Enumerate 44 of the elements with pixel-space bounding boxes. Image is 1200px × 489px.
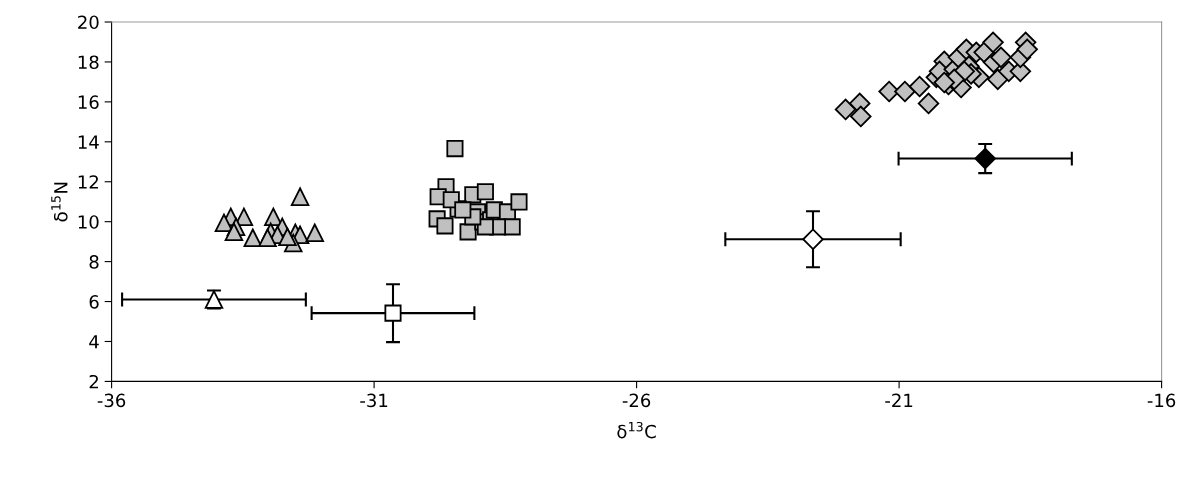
y-tick-label: 4	[89, 335, 99, 349]
x-tick-label: -21	[885, 393, 913, 407]
y-tick-label: 20	[78, 15, 99, 30]
point	[454, 201, 472, 219]
point	[850, 105, 872, 128]
point	[243, 228, 263, 248]
point	[384, 304, 402, 322]
point	[278, 227, 297, 247]
point	[510, 193, 528, 211]
point	[214, 213, 234, 233]
y-tick-label: 10	[78, 215, 99, 229]
point	[894, 80, 916, 103]
y-tick-label: 18	[78, 55, 99, 70]
point	[878, 80, 900, 103]
y-tick-label: 12	[78, 175, 98, 189]
point	[917, 92, 940, 115]
x-tick-label: -31	[360, 393, 388, 408]
y-axis-title: δ$^{15}$N	[51, 182, 68, 222]
point	[290, 187, 310, 206]
point	[933, 71, 955, 94]
y-tick-label: 8	[89, 255, 99, 269]
y-tick-label: 2	[89, 374, 98, 389]
point	[834, 98, 857, 121]
point	[305, 223, 325, 243]
y-tick-label: 16	[78, 95, 99, 109]
point	[1016, 38, 1038, 61]
point	[908, 75, 931, 98]
y-tick-label: 14	[78, 135, 99, 149]
point	[224, 222, 244, 242]
point	[990, 46, 1012, 69]
point	[446, 140, 464, 158]
point	[436, 217, 454, 235]
point	[476, 183, 494, 201]
point	[802, 228, 824, 250]
point	[987, 68, 1009, 91]
point	[982, 31, 1004, 54]
y-tick-label: 6	[89, 295, 99, 309]
point	[258, 228, 277, 248]
x-tick-label: -36	[97, 393, 126, 408]
point	[476, 218, 494, 236]
x-tick-label: -16	[1147, 393, 1176, 408]
point	[974, 147, 996, 170]
x-tick-label: -26	[622, 393, 651, 408]
x-axis-title: δ$^{13}$C	[617, 421, 656, 439]
